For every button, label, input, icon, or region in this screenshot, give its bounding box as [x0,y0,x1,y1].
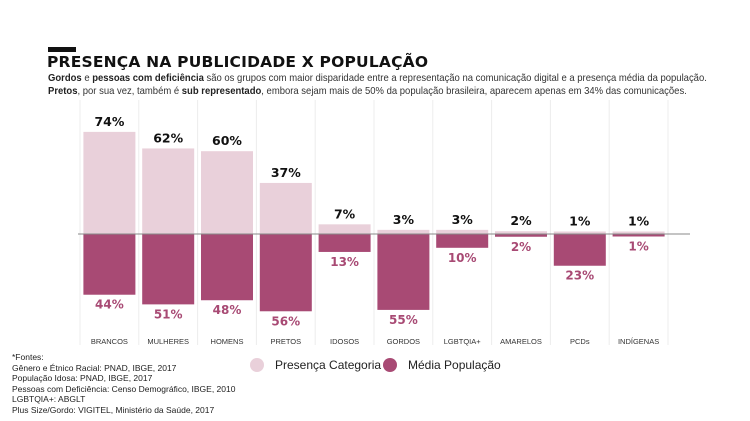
bar-presenca [553,231,606,234]
bar-presenca [495,231,547,234]
source-line: Pessoas com Deficiência: Censo Demográfi… [12,383,236,394]
subtitle-run: sub representado [181,85,262,97]
bar-presenca [259,182,312,234]
subtitle-run: , por sua vez, também é [77,85,182,97]
data-label-presenca: 62% [153,130,183,145]
data-label-media: 1% [628,240,648,254]
bar-presenca [318,224,371,234]
data-label-media: 23% [565,269,594,283]
subtitle-line-2: Pretos, por sua vez, também é sub repres… [48,85,687,99]
category-label: MULHERES [147,337,189,346]
data-label-presenca: 2% [510,213,532,228]
bar-media [201,234,253,301]
category-label: INDÍGENAS [618,337,659,346]
legend-item-media: Média População [383,358,501,372]
bar-presenca [436,229,489,234]
category-label: LGBTQIA+ [444,337,482,346]
bar-presenca [377,229,430,234]
category-label: BRANCOS [91,337,128,346]
data-label-media: 55% [389,313,418,327]
data-label-media: 13% [330,255,359,269]
data-label-media: 51% [154,307,183,321]
subtitle-run: Pretos [48,85,78,97]
subtitle-run: são os grupos com maior disparidade entr… [203,73,707,84]
data-label-presenca: 74% [94,114,124,129]
chart-title: PRESENÇA NA PUBLICIDADE X POPULAÇÃO [47,53,429,71]
data-label-presenca: 1% [628,214,650,229]
data-label-presenca: 1% [569,214,591,229]
sources-heading: *Fontes: [12,352,44,362]
data-label-presenca: 3% [393,212,415,227]
data-label-presenca: 60% [212,133,242,148]
bar-media [142,234,195,305]
source-line: População Idosa: PNAD, IBGE, 2017 [12,373,153,384]
category-label: IDOSOS [330,337,359,346]
sources-note: *Fontes: Gênero e Étnico Racial: PNAD, I… [12,352,235,416]
title-accent-bar [48,47,76,52]
data-label-media: 48% [213,303,242,317]
bar-media [83,234,136,295]
bar-presenca [83,131,136,234]
category-label: PRETOS [270,337,301,346]
data-label-media: 10% [448,251,477,265]
bar-presenca [201,151,253,234]
bar-media [377,234,430,310]
data-label-presenca: 3% [452,212,474,227]
legend-label: Presença Categoria [275,358,382,372]
legend-swatch-light [250,358,264,372]
bar-media [553,234,606,266]
bar-presenca [612,231,665,234]
data-label-presenca: 7% [334,206,356,221]
category-label: HOMENS [211,337,244,346]
bar-media [612,234,665,237]
legend-label: Média População [408,358,501,372]
data-label-media: 56% [271,314,300,328]
category-label: GORDOS [387,337,420,346]
bar-media [318,234,371,252]
source-line: Gênero e Étnico Racial: PNAD, IBGE, 2017 [12,362,177,373]
legend-item-presenca: Presença Categoria [250,358,381,372]
legend-swatch-dark [383,358,397,372]
category-label: AMARELOS [500,337,542,346]
bar-presenca [142,148,195,234]
source-line: Plus Size/Gordo: VIGITEL, Ministério da … [12,404,215,415]
chart-subtitle: Gordos e pessoas com deficiência são os … [48,73,707,99]
data-label-presenca: 37% [271,165,301,180]
subtitle-run: pessoas com deficiência [92,73,204,84]
data-label-media: 2% [511,240,531,254]
data-label-media: 44% [95,298,124,312]
bar-media [495,234,547,237]
subtitle-run: , embora sejam mais de 50% da população … [261,85,687,97]
bar-media [436,234,489,248]
category-label: PCDs [570,337,590,346]
subtitle-line-1: Gordos e pessoas com deficiência são os … [48,73,707,86]
source-line: LGBTQIA+: ABGLT [12,394,86,405]
bar-media [259,234,312,312]
subtitle-run: e [81,73,93,84]
subtitle-run: Gordos [48,73,82,84]
